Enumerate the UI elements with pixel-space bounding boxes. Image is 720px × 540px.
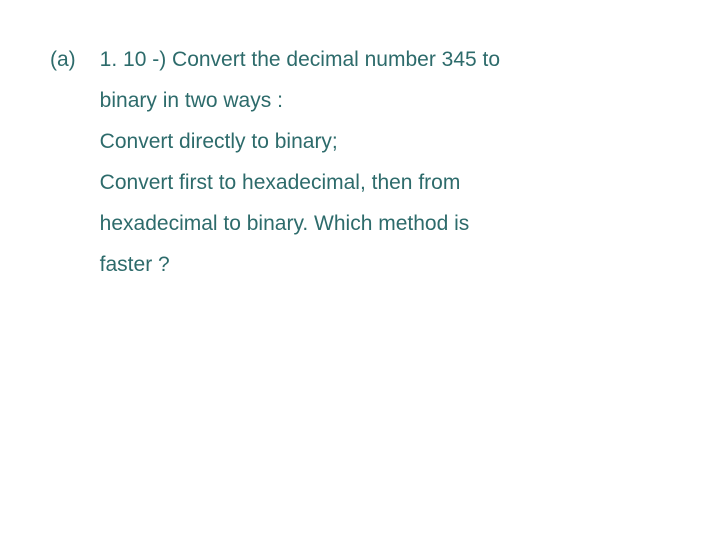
question-container: (a) 1. 10 -) Convert the decimal number …: [50, 40, 670, 286]
text-line-1: 1. 10 -) Convert the decimal number 345 …: [100, 40, 500, 81]
question-label: (a): [50, 40, 76, 80]
question-text: 1. 10 -) Convert the decimal number 345 …: [100, 40, 500, 286]
text-line-5: hexadecimal to binary. Which method is: [100, 204, 500, 245]
text-line-2: binary in two ways :: [100, 81, 500, 122]
text-line-4: Convert first to hexadecimal, then from: [100, 163, 500, 204]
text-line-3: Convert directly to binary;: [100, 122, 500, 163]
text-line-6: faster ?: [100, 245, 500, 286]
